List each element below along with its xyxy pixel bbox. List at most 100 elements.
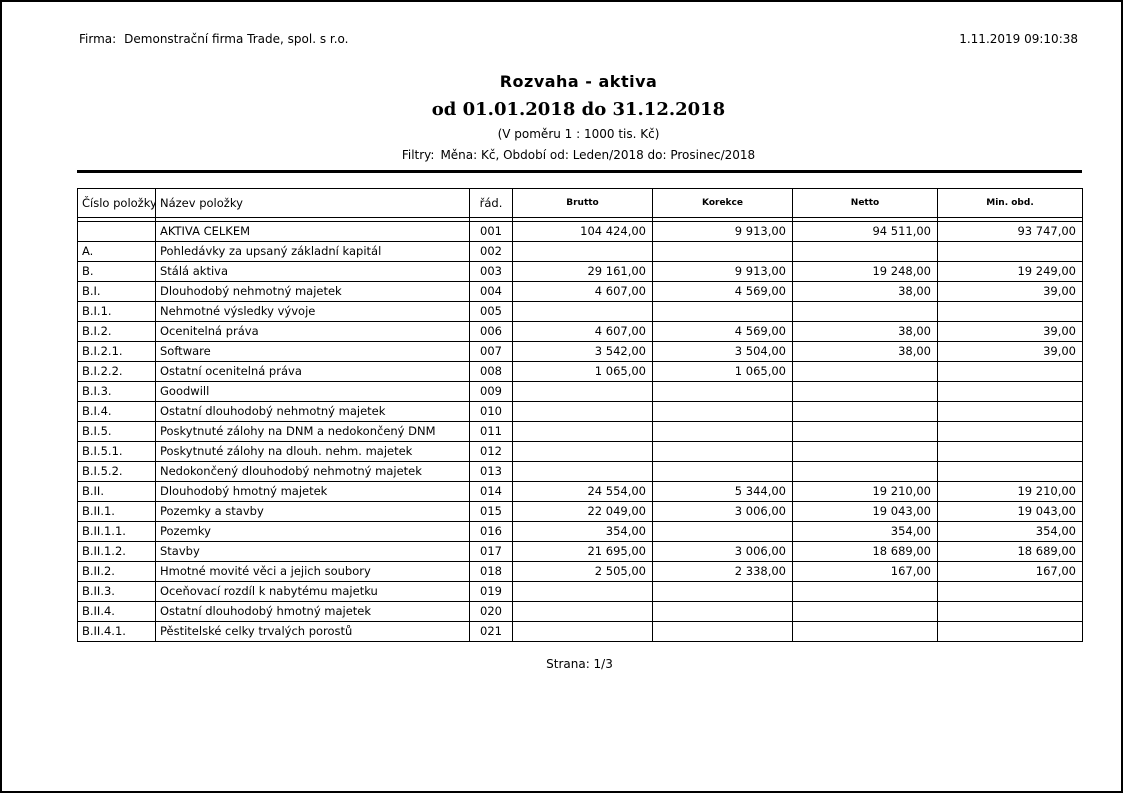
row-line-number: 013 xyxy=(469,461,513,482)
row-korekce xyxy=(652,241,793,262)
balance-sheet-table: Číslo položky Název položky řád. Brutto … xyxy=(77,188,1083,642)
row-item-name: Ostatní dlouhodobý hmotný majetek xyxy=(155,601,470,622)
table-header: Číslo položky Název položky řád. Brutto … xyxy=(77,188,1083,222)
table-row: B.I.5.2. Nedokončený dlouhodobý nehmotný … xyxy=(77,461,1083,482)
row-netto xyxy=(792,461,938,482)
row-netto: 38,00 xyxy=(792,281,938,302)
row-line-number: 006 xyxy=(469,321,513,342)
row-korekce: 1 065,00 xyxy=(652,361,793,382)
row-korekce xyxy=(652,441,793,462)
table-row: B.II.4. Ostatní dlouhodobý hmotný majetek… xyxy=(77,601,1083,622)
row-brutto: 4 607,00 xyxy=(512,321,653,342)
row-brutto xyxy=(512,301,653,322)
row-item-name: Software xyxy=(155,341,470,362)
column-header-korekce: Korekce xyxy=(652,188,793,218)
row-min-obd: 167,00 xyxy=(937,561,1083,582)
row-netto xyxy=(792,601,938,622)
row-brutto xyxy=(512,241,653,262)
column-header-line: řád. xyxy=(469,188,513,218)
print-timestamp: 1.11.2019 09:10:38 xyxy=(959,32,1078,46)
row-item-name: Hmotné movité věci a jejich soubory xyxy=(155,561,470,582)
row-netto xyxy=(792,421,938,442)
row-brutto: 354,00 xyxy=(512,521,653,542)
row-min-obd: 19 043,00 xyxy=(937,501,1083,522)
table-row: B.II.1.2. Stavby 017 21 695,00 3 006,00 18 68… xyxy=(77,541,1083,562)
row-min-obd xyxy=(937,401,1083,422)
row-line-number: 003 xyxy=(469,261,513,282)
row-item-number: B.II. xyxy=(77,481,156,502)
report-period: od 01.01.2018 do 31.12.2018 xyxy=(431,99,726,120)
row-item-number xyxy=(77,221,156,242)
row-korekce xyxy=(652,421,793,442)
row-netto xyxy=(792,381,938,402)
table-row: B.I.1. Nehmotné výsledky vývoje 005 xyxy=(77,301,1083,322)
row-brutto xyxy=(512,621,653,642)
row-korekce xyxy=(652,521,793,542)
table-body: AKTIVA CELKEM 001 104 424,00 9 913,00 94 511… xyxy=(77,221,1083,642)
column-header-brutto: Brutto xyxy=(512,188,653,218)
filters-value: Měna: Kč, Období od: Leden/2018 do: Pros… xyxy=(440,148,756,162)
row-item-name: Stálá aktiva xyxy=(155,261,470,282)
row-item-number: B.I.5.2. xyxy=(77,461,156,482)
row-item-name: Stavby xyxy=(155,541,470,562)
report-title: Rozvaha - aktiva xyxy=(499,72,658,91)
row-korekce: 9 913,00 xyxy=(652,261,793,282)
table-row: B.I.2.2. Ostatní ocenitelná práva 008 1 065… xyxy=(77,361,1083,382)
row-line-number: 020 xyxy=(469,601,513,622)
row-korekce xyxy=(652,461,793,482)
row-netto xyxy=(792,441,938,462)
row-item-number: B.I. xyxy=(77,281,156,302)
firm-name: Demonstrační firma Trade, spol. s r.o. xyxy=(124,32,349,46)
table-row: B.II.3. Oceňovací rozdíl k nabytému majet… xyxy=(77,581,1083,602)
row-min-obd xyxy=(937,421,1083,442)
row-item-number: B.I.2.1. xyxy=(77,341,156,362)
row-item-name: Ostatní dlouhodobý nehmotný majetek xyxy=(155,401,470,422)
row-min-obd xyxy=(937,621,1083,642)
table-row: B.I.5. Poskytnuté zálohy na DNM a nedokon… xyxy=(77,421,1083,442)
row-min-obd: 39,00 xyxy=(937,341,1083,362)
row-item-name: Pozemky a stavby xyxy=(155,501,470,522)
row-item-name: Dlouhodobý nehmotný majetek xyxy=(155,281,470,302)
column-header-netto: Netto xyxy=(792,188,938,218)
row-korekce xyxy=(652,601,793,622)
row-brutto: 2 505,00 xyxy=(512,561,653,582)
row-min-obd xyxy=(937,601,1083,622)
title-block: Rozvaha - aktiva od 01.01.2018 do 31.12.… xyxy=(77,72,1080,162)
row-brutto xyxy=(512,461,653,482)
row-netto xyxy=(792,621,938,642)
row-min-obd: 19 210,00 xyxy=(937,481,1083,502)
table-row: B.I.2. Ocenitelná práva 006 4 607,00 4 569,0… xyxy=(77,321,1083,342)
row-netto: 94 511,00 xyxy=(792,221,938,242)
row-korekce xyxy=(652,401,793,422)
row-item-name: Poskytnuté zálohy na DNM a nedokončený D… xyxy=(155,421,470,442)
row-line-number: 012 xyxy=(469,441,513,462)
row-brutto: 29 161,00 xyxy=(512,261,653,282)
row-brutto xyxy=(512,601,653,622)
row-line-number: 018 xyxy=(469,561,513,582)
row-line-number: 021 xyxy=(469,621,513,642)
row-netto: 19 210,00 xyxy=(792,481,938,502)
row-item-name: Ostatní ocenitelná práva xyxy=(155,361,470,382)
row-korekce: 3 006,00 xyxy=(652,541,793,562)
row-item-number: B.I.5.1. xyxy=(77,441,156,462)
row-brutto: 21 695,00 xyxy=(512,541,653,562)
row-brutto: 1 065,00 xyxy=(512,361,653,382)
row-item-name: AKTIVA CELKEM xyxy=(155,221,470,242)
row-item-number: B.I.4. xyxy=(77,401,156,422)
row-min-obd xyxy=(937,381,1083,402)
row-netto: 38,00 xyxy=(792,341,938,362)
row-korekce: 2 338,00 xyxy=(652,561,793,582)
row-item-number: B.I.2. xyxy=(77,321,156,342)
row-line-number: 015 xyxy=(469,501,513,522)
row-brutto xyxy=(512,421,653,442)
row-korekce xyxy=(652,381,793,402)
table-row: B.I. Dlouhodobý nehmotný majetek 004 4 607,… xyxy=(77,281,1083,302)
row-brutto xyxy=(512,581,653,602)
row-line-number: 016 xyxy=(469,521,513,542)
page-number: Strana: 1/3 xyxy=(546,657,613,671)
row-item-number: A. xyxy=(77,241,156,262)
row-netto: 19 043,00 xyxy=(792,501,938,522)
row-item-name: Ocenitelná práva xyxy=(155,321,470,342)
row-korekce: 9 913,00 xyxy=(652,221,793,242)
